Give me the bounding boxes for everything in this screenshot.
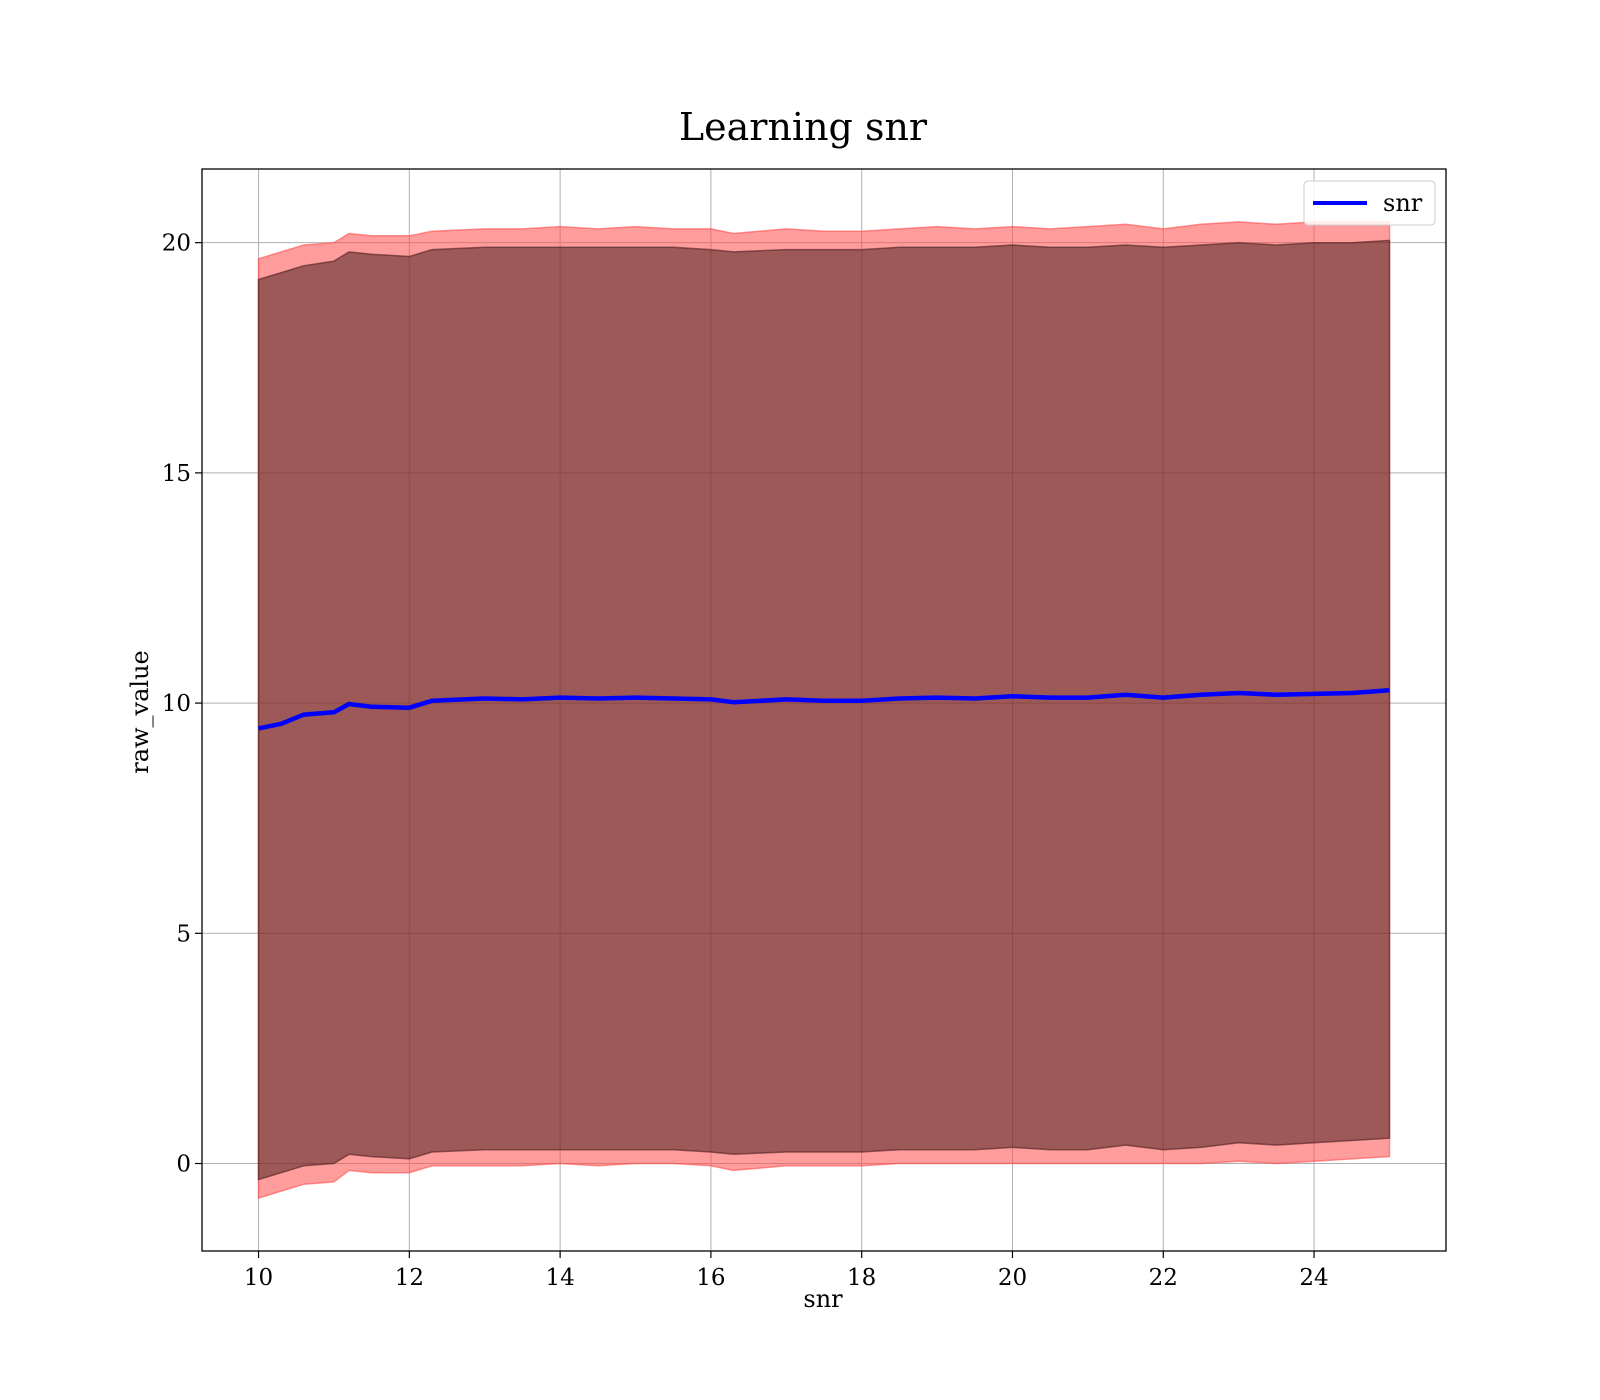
x-tick-label: 20 — [998, 1265, 1027, 1291]
x-axis-label: snr — [803, 1285, 843, 1313]
plot-frame — [201, 168, 1447, 1252]
y-tick-label: 10 — [162, 691, 191, 717]
y-tick-label: 20 — [162, 231, 191, 257]
y-tick-label: 15 — [162, 461, 191, 487]
series-line-snr — [258, 687, 1390, 731]
chart-title: Learning snr — [679, 105, 928, 149]
plot-area: 10 12 14 16 18 20 22 24 0 5 10 15 20 snr — [162, 168, 1447, 1291]
x-tick-label: 16 — [696, 1265, 725, 1291]
x-tick-label: 24 — [1299, 1265, 1328, 1291]
y-axis-label: raw_value — [126, 650, 154, 774]
x-tick-label: 18 — [847, 1265, 876, 1291]
x-tick-label: 22 — [1149, 1265, 1178, 1291]
legend-box — [1303, 180, 1436, 226]
x-tick-label: 14 — [545, 1265, 574, 1291]
x-tick-label: 10 — [244, 1265, 273, 1291]
x-tick-label: 12 — [395, 1265, 424, 1291]
y-tick-label: 0 — [176, 1152, 191, 1178]
confidence-band-2 — [257, 239, 1391, 1181]
legend-label: snr — [1383, 189, 1423, 217]
y-tick-label: 5 — [176, 921, 191, 947]
